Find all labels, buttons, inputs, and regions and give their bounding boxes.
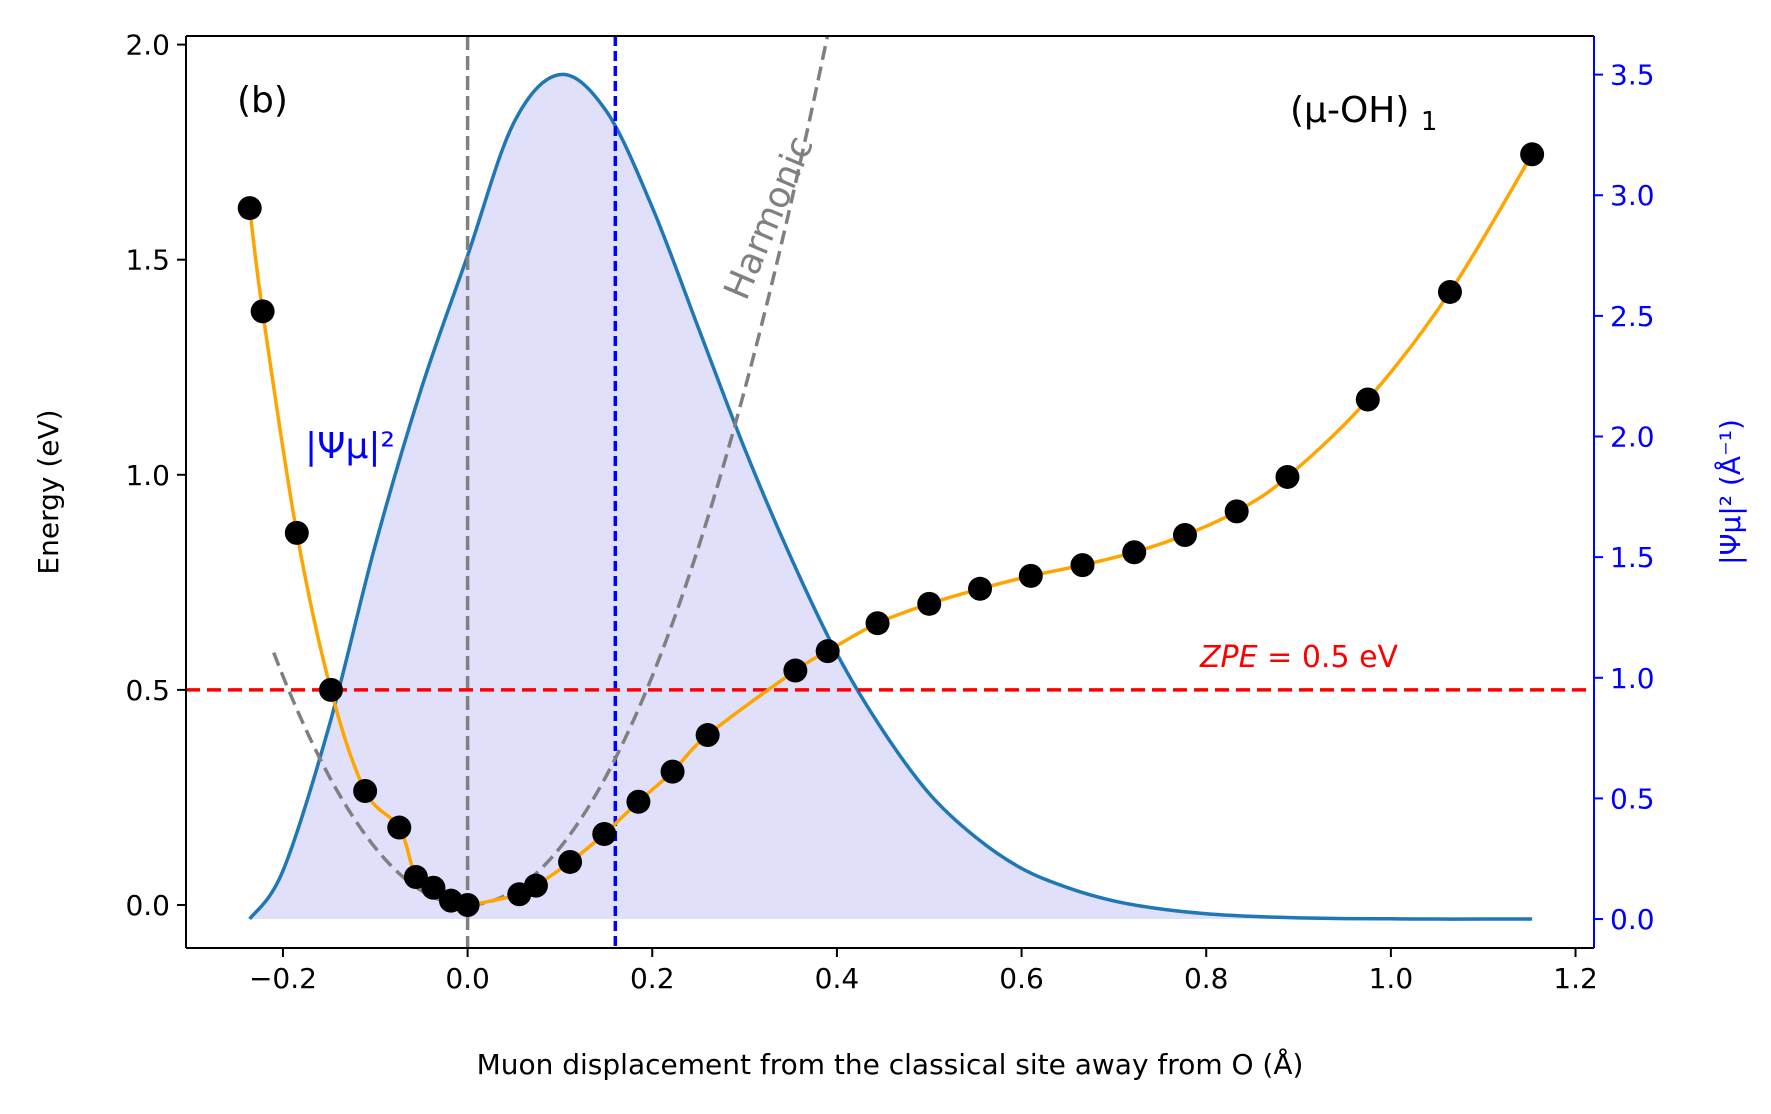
energy-point — [1275, 464, 1300, 489]
energy-point — [1355, 387, 1380, 412]
energy-point — [1437, 279, 1462, 304]
y-tick-label-right: 2.5 — [1610, 300, 1655, 333]
harmonic-curve — [272, 36, 830, 907]
y-tick-label-right: 3.5 — [1610, 59, 1655, 92]
x-tick-label: 1.2 — [1553, 962, 1598, 995]
x-tick-label: −0.2 — [249, 962, 317, 995]
energy-point — [455, 892, 480, 917]
y-axis-label-left: Energy (eV) — [32, 409, 65, 574]
energy-point — [1224, 499, 1249, 524]
energy-point — [592, 822, 617, 846]
energy-point — [318, 677, 343, 702]
y-tick-label-right: 3.0 — [1610, 179, 1655, 212]
y-tick-label-left: 0.5 — [125, 674, 170, 707]
energy-point — [523, 873, 548, 898]
x-tick-label: 1.0 — [1369, 962, 1414, 995]
wavefunction-fill — [249, 74, 1533, 920]
energy-point — [1172, 523, 1197, 548]
energy-point — [1070, 553, 1095, 578]
system-label-subscript: 1 — [1421, 107, 1438, 137]
energy-point — [353, 778, 378, 803]
y-axis-label-right: |Ψμ|² (Å⁻¹) — [1713, 419, 1747, 565]
zpe-label: ZPE = 0.5 eV — [1199, 640, 1399, 675]
energy-point — [558, 849, 583, 874]
energy-point — [403, 865, 428, 890]
energy-point — [1122, 540, 1147, 565]
zpe-label-rest: = 0.5 eV — [1258, 640, 1399, 675]
y-tick-label-right: 1.0 — [1610, 662, 1655, 695]
y-tick-label-left: 0.0 — [125, 889, 170, 922]
energy-point — [815, 639, 840, 664]
zpe-label-var: ZPE — [1199, 640, 1258, 675]
wavefunction-line — [248, 72, 1533, 921]
energy-point — [783, 658, 808, 683]
energy-point — [660, 759, 685, 784]
plot-area — [186, 36, 1594, 948]
y-tick-label-left: 2.0 — [125, 29, 170, 62]
wavefunction-label: |Ψμ|² — [305, 426, 395, 467]
energy-point — [237, 196, 262, 221]
x-tick-label: 0.4 — [815, 962, 860, 995]
energy-point — [865, 611, 890, 636]
energy-point — [695, 723, 720, 748]
x-tick-label: 0.8 — [1184, 962, 1229, 995]
x-tick-label: 0.0 — [445, 962, 490, 995]
energy-point — [626, 789, 651, 814]
energy-point — [250, 299, 275, 324]
energy-point — [1018, 563, 1043, 588]
panel-label: (b) — [237, 80, 288, 121]
x-axis-label: Muon displacement from the classical sit… — [477, 1047, 1304, 1081]
x-tick-label: 0.6 — [999, 962, 1044, 995]
y-tick-label-right: 2.0 — [1610, 421, 1655, 454]
y-tick-label-right: 1.5 — [1610, 541, 1655, 574]
energy-point — [968, 576, 993, 601]
x-tick-label: 0.2 — [630, 962, 675, 995]
energy-point — [421, 875, 446, 900]
axes: −0.2 0.0 0.2 0.4 0.6 0.8 1.0 1.2 0.0 0.5 1.0 1.5 2.0… — [125, 29, 1654, 995]
y-tick-label-left: 1.0 — [125, 459, 170, 492]
system-label: (μ-OH) 1 — [1290, 90, 1437, 137]
energy-point — [1520, 142, 1545, 167]
system-label-main: (μ-OH) — [1290, 90, 1409, 131]
energy-point — [284, 520, 309, 545]
energy-point — [917, 591, 942, 616]
y-tick-label-left: 1.5 — [125, 244, 170, 277]
energy-point — [387, 815, 412, 840]
y-tick-label-right: 0.0 — [1610, 903, 1655, 936]
y-tick-label-right: 0.5 — [1610, 782, 1655, 815]
